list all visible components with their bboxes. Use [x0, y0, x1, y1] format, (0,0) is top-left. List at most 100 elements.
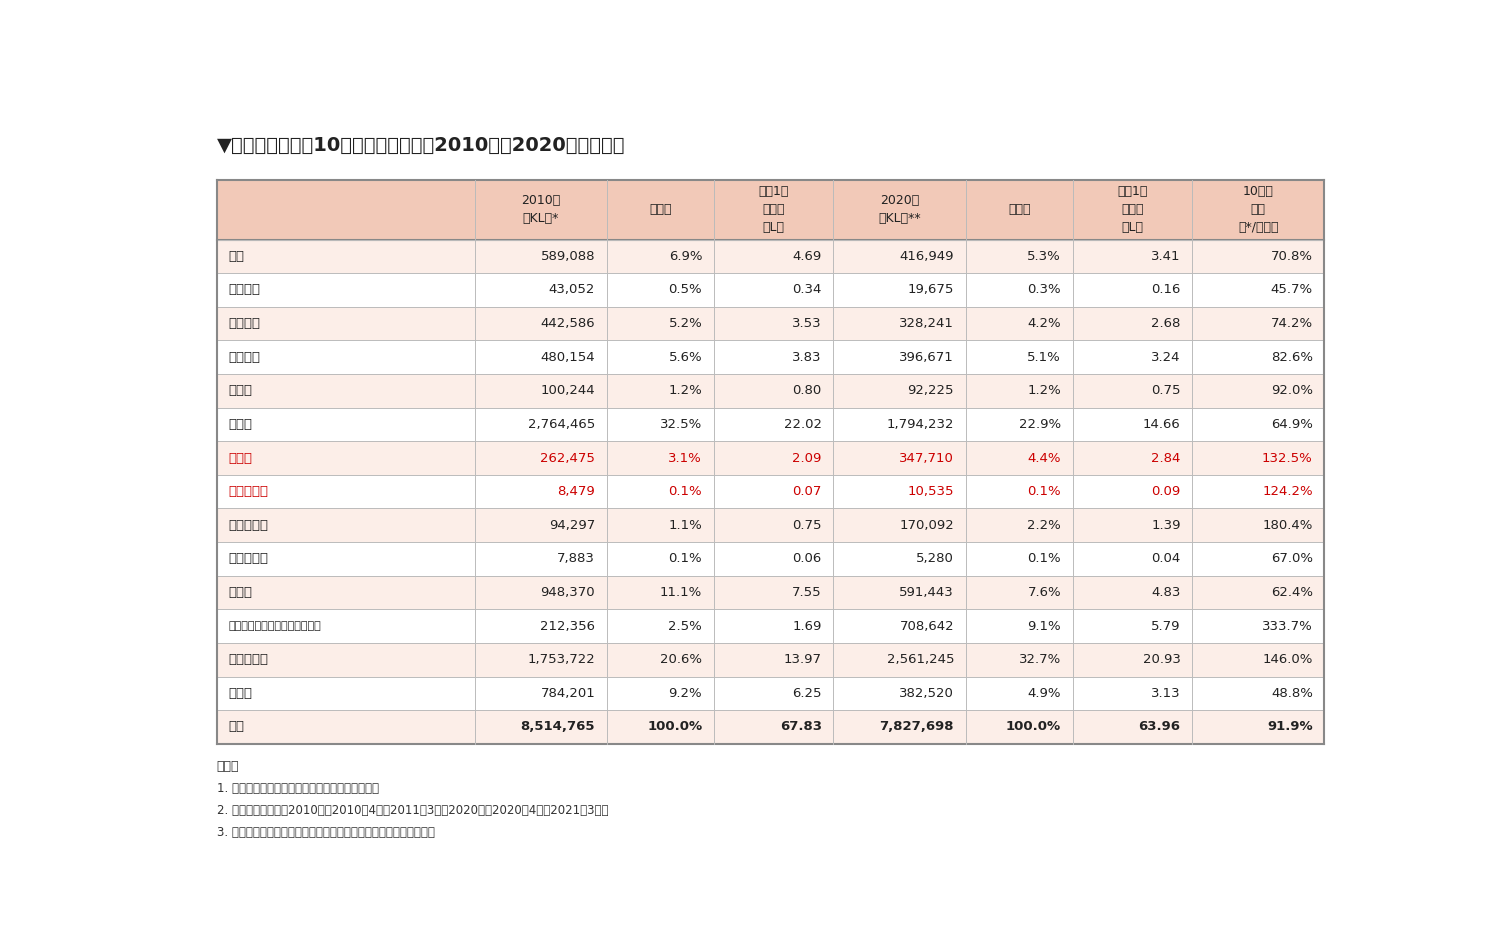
Bar — [966, 374, 1072, 408]
Bar — [714, 341, 834, 374]
Text: 180.4%: 180.4% — [1263, 519, 1312, 531]
Bar — [474, 509, 608, 542]
Text: 32.5%: 32.5% — [660, 418, 702, 431]
Bar — [834, 576, 966, 609]
Bar — [1192, 441, 1324, 474]
Text: 0.75: 0.75 — [1150, 384, 1180, 398]
Text: 1.39: 1.39 — [1150, 519, 1180, 531]
Bar — [834, 307, 966, 341]
Bar — [1072, 307, 1192, 341]
Text: 0.80: 0.80 — [792, 384, 822, 398]
Text: 0.5%: 0.5% — [669, 284, 702, 296]
Bar — [216, 509, 474, 542]
Bar — [1072, 273, 1192, 307]
Bar — [608, 239, 714, 273]
Text: 2010年
（KL）*: 2010年 （KL）* — [520, 195, 561, 225]
Text: 1,794,232: 1,794,232 — [886, 418, 954, 431]
Text: 合成清酒: 合成清酒 — [228, 284, 260, 296]
Text: 1.2%: 1.2% — [1028, 384, 1060, 398]
Bar — [1072, 179, 1192, 239]
Bar — [834, 408, 966, 441]
Bar — [966, 474, 1072, 509]
Text: 5.79: 5.79 — [1150, 620, 1180, 633]
Text: 8,479: 8,479 — [558, 485, 596, 498]
Bar — [608, 642, 714, 677]
Text: 63.96: 63.96 — [1138, 720, 1180, 734]
Bar — [1192, 677, 1324, 710]
Text: ▼全酒類の消費量10年前との比較　（2010年と2020年の比較）: ▼全酒類の消費量10年前との比較 （2010年と2020年の比較） — [216, 136, 626, 155]
Text: 0.1%: 0.1% — [669, 552, 702, 566]
Text: 7,827,698: 7,827,698 — [879, 720, 954, 734]
Bar — [474, 542, 608, 576]
Bar — [1072, 239, 1192, 273]
Bar — [608, 677, 714, 710]
Text: 19,675: 19,675 — [908, 284, 954, 296]
Bar — [834, 642, 966, 677]
Bar — [834, 239, 966, 273]
Text: 0.09: 0.09 — [1152, 485, 1180, 498]
Text: 32.7%: 32.7% — [1019, 653, 1060, 666]
Bar — [1192, 576, 1324, 609]
Bar — [1072, 408, 1192, 441]
Text: 82.6%: 82.6% — [1270, 351, 1312, 363]
Bar — [474, 576, 608, 609]
Text: 8,514,765: 8,514,765 — [520, 720, 596, 734]
Text: 5.3%: 5.3% — [1028, 250, 1060, 263]
Text: 3.83: 3.83 — [792, 351, 822, 363]
Bar — [1192, 341, 1324, 374]
Bar — [966, 509, 1072, 542]
Text: 67.0%: 67.0% — [1270, 552, 1312, 566]
Text: 3.41: 3.41 — [1150, 250, 1180, 263]
Text: 果実酒: 果実酒 — [228, 452, 252, 465]
Text: 3.53: 3.53 — [792, 317, 822, 330]
Text: 6.25: 6.25 — [792, 687, 822, 699]
Text: 347,710: 347,710 — [898, 452, 954, 465]
Text: 2.84: 2.84 — [1150, 452, 1180, 465]
Text: その他: その他 — [228, 687, 252, 699]
Text: 589,088: 589,088 — [540, 250, 596, 263]
Text: 0.1%: 0.1% — [669, 485, 702, 498]
Bar — [1072, 341, 1192, 374]
Bar — [966, 609, 1072, 642]
Text: 4.69: 4.69 — [792, 250, 822, 263]
Bar — [608, 341, 714, 374]
Text: 1. 国税庁発表資料による（沖縄県分は含まない）: 1. 国税庁発表資料による（沖縄県分は含まない） — [216, 782, 378, 794]
Text: 11.1%: 11.1% — [660, 586, 702, 599]
Text: 14.66: 14.66 — [1143, 418, 1180, 431]
Bar — [834, 273, 966, 307]
Text: 0.1%: 0.1% — [1028, 552, 1060, 566]
Text: 591,443: 591,443 — [900, 586, 954, 599]
Text: ウイスキー: ウイスキー — [228, 519, 268, 531]
Bar — [714, 273, 834, 307]
Bar — [1192, 273, 1324, 307]
Text: 2,561,245: 2,561,245 — [886, 653, 954, 666]
Text: リキュール: リキュール — [228, 653, 268, 666]
Text: 22.9%: 22.9% — [1019, 418, 1060, 431]
Bar — [966, 576, 1072, 609]
Bar — [474, 179, 608, 239]
Text: 382,520: 382,520 — [898, 687, 954, 699]
Text: 22.02: 22.02 — [784, 418, 822, 431]
Bar — [474, 474, 608, 509]
Text: 10,535: 10,535 — [908, 485, 954, 498]
Text: ビール: ビール — [228, 418, 252, 431]
Text: 94,297: 94,297 — [549, 519, 596, 531]
Text: 100.0%: 100.0% — [1007, 720, 1060, 734]
Bar — [834, 474, 966, 509]
Bar — [216, 408, 474, 441]
Text: 948,370: 948,370 — [540, 586, 596, 599]
Text: 2.2%: 2.2% — [1028, 519, 1060, 531]
Text: 4.9%: 4.9% — [1028, 687, 1060, 699]
Bar — [474, 307, 608, 341]
Text: 43,052: 43,052 — [549, 284, 596, 296]
Text: 45.7%: 45.7% — [1270, 284, 1312, 296]
Bar — [474, 441, 608, 474]
Bar — [1072, 677, 1192, 710]
Bar — [1192, 374, 1324, 408]
Text: 10年前
比較
（*/＊＊）: 10年前 比較 （*/＊＊） — [1238, 185, 1278, 234]
Bar — [608, 374, 714, 408]
Text: 67.83: 67.83 — [780, 720, 822, 734]
Text: 1.1%: 1.1% — [669, 519, 702, 531]
Bar — [1192, 179, 1324, 239]
Text: 0.04: 0.04 — [1152, 552, 1180, 566]
